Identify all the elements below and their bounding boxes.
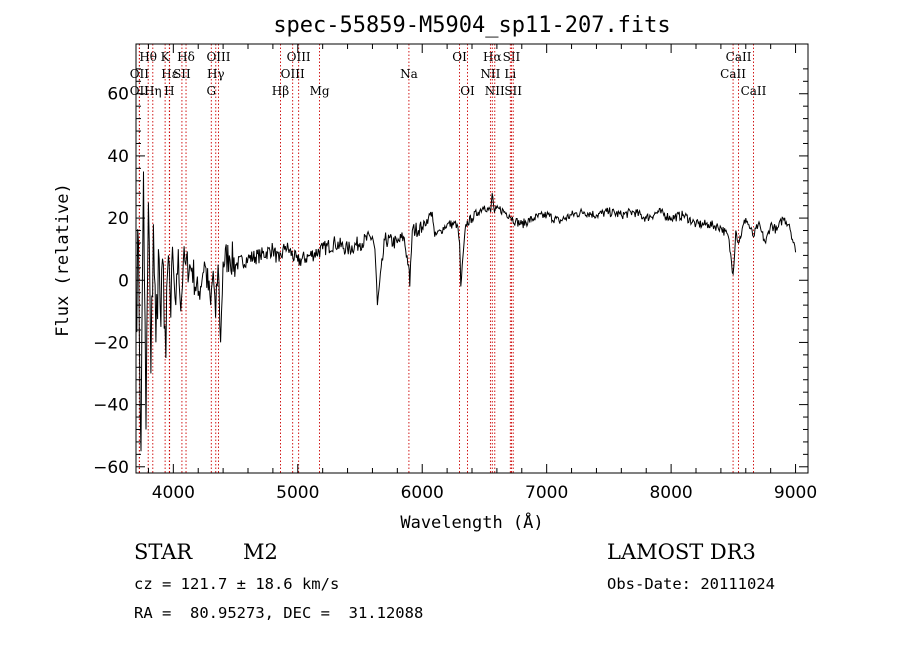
line-label-5: K	[161, 50, 171, 64]
y-axis-label: Flux (relative)	[53, 183, 73, 337]
line-label-23: Li	[504, 67, 516, 81]
y-tick-label--20: −20	[93, 333, 129, 353]
object-subclass: M2	[243, 540, 278, 564]
chart-title: spec-55859-M5904_sp11-207.fits	[273, 13, 670, 38]
line-label-9: OIII	[206, 50, 230, 64]
line-label-19: Hα	[483, 50, 502, 64]
line-label-4: Hη	[144, 84, 162, 98]
obs-date: Obs-Date: 20111024	[607, 575, 775, 593]
line-label-2: OII	[130, 84, 150, 98]
line-label-3: Hε	[161, 67, 178, 81]
y-axis: −60 −40 −20 0 20 40 60	[93, 68, 808, 478]
line-label-1: OII	[130, 67, 150, 81]
y-tick-label-60: 60	[107, 85, 129, 105]
y-tick-label--40: −40	[93, 396, 129, 416]
line-label-7: SII	[173, 67, 191, 81]
object-class: STAR	[134, 540, 193, 564]
coordinates-text: RA = 80.95273, DEC = 31.12088	[134, 604, 424, 622]
line-label-17: OI	[452, 50, 467, 64]
line-label-18: OI	[460, 84, 475, 98]
line-label-22: SII	[503, 50, 521, 64]
x-axis-label: Wavelength (Å)	[400, 511, 543, 533]
line-label-26: CaII	[720, 67, 746, 81]
redshift-text: cz = 121.7 ± 18.6 km/s	[134, 575, 340, 593]
y-tick-label-20: 20	[107, 209, 129, 229]
line-label-13: OIII	[287, 50, 311, 64]
x-tick-label-8000: 8000	[649, 483, 692, 503]
x-tick-label-5000: 5000	[276, 483, 319, 503]
line-label-12: Hβ	[272, 84, 289, 98]
line-label-14: OIII	[281, 67, 305, 81]
x-tick-label-4000: 4000	[152, 483, 195, 503]
survey-name: LAMOST DR3	[607, 540, 756, 564]
line-label-24: SII	[504, 84, 522, 98]
x-tick-label-6000: 6000	[401, 483, 444, 503]
line-label-25: CaII	[726, 50, 752, 64]
line-label-8: Hδ	[177, 50, 195, 64]
y-tick-label--60: −60	[93, 458, 129, 478]
line-label-20: NII	[480, 67, 500, 81]
line-label-21: NII	[485, 84, 505, 98]
line-label-11: G	[206, 84, 216, 98]
line-label-0: Hθ	[139, 50, 157, 64]
spectral-line-markers: Hθ OII OII Hε Hη K H SII Hδ OIII Hγ G Hβ OIII OIII Mg Na…	[130, 44, 767, 473]
line-label-16: Na	[400, 67, 418, 81]
line-label-27: CaII	[741, 84, 767, 98]
x-tick-label-7000: 7000	[525, 483, 568, 503]
flux-series	[135, 171, 797, 452]
flux-line	[135, 171, 797, 452]
line-label-6: H	[164, 84, 174, 98]
x-tick-label-9000: 9000	[774, 483, 817, 503]
x-axis: 4000 5000 6000 7000 8000 9000	[147, 44, 817, 503]
line-label-10: Hγ	[207, 67, 225, 81]
y-tick-label-40: 40	[107, 147, 129, 167]
line-label-15: Mg	[310, 84, 330, 98]
plot-frame	[135, 43, 809, 474]
y-tick-label-0: 0	[118, 271, 129, 291]
